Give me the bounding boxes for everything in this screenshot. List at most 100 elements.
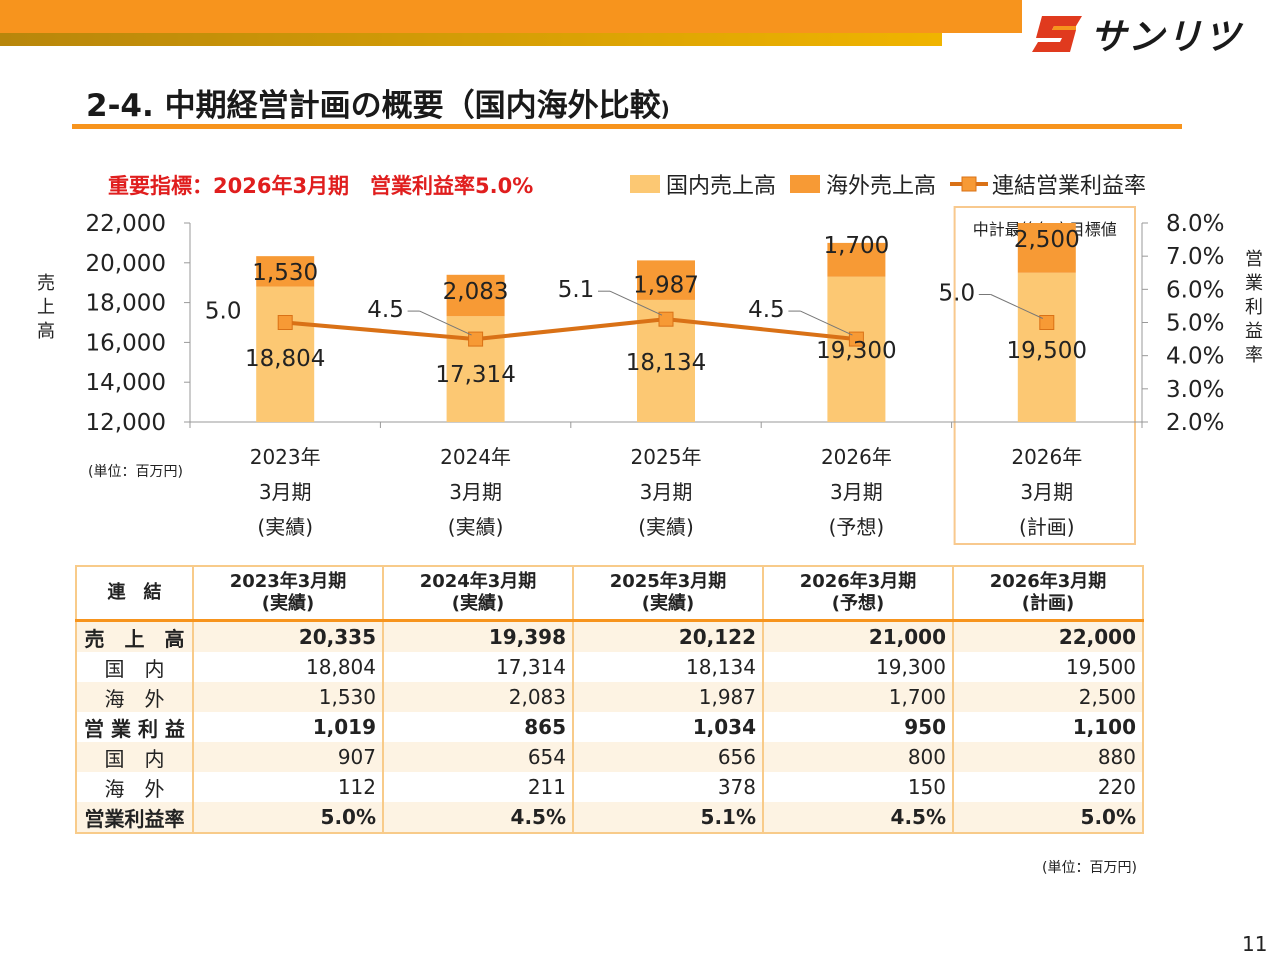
data-label-domestic: 17,314 bbox=[435, 362, 515, 388]
legend-overseas-swatch bbox=[790, 175, 821, 193]
header-accent-bar bbox=[0, 0, 1022, 33]
table-cell: 656 bbox=[572, 742, 764, 772]
data-label-overseas: 1,530 bbox=[252, 260, 318, 286]
table-cell: 22,000 bbox=[952, 619, 1144, 652]
logo-text: サンリツ bbox=[1090, 17, 1243, 58]
x-category-label: 3月期 bbox=[259, 480, 312, 504]
table-cell: 4.5% bbox=[762, 802, 954, 834]
data-label-domestic: 18,804 bbox=[245, 346, 325, 372]
table-cell: 2,500 bbox=[952, 682, 1144, 712]
table-header-row: 連 結 2023年3月期 (実績) 2024年3月期 (実績) 2025年3月期 (実… bbox=[75, 565, 1144, 622]
table-unit-note: (単位：百万円) bbox=[1042, 860, 1137, 876]
x-category-label: 2026年 bbox=[1011, 445, 1082, 469]
table-cell: 800 bbox=[762, 742, 954, 772]
x-category-label: 3月期 bbox=[449, 480, 502, 504]
x-category-label: 3月期 bbox=[640, 480, 693, 504]
page-title-text: 2-4. 中期経営計画の概要（国内海外比較 bbox=[86, 88, 661, 124]
table-cell: 19,398 bbox=[382, 619, 574, 652]
legend-domestic-swatch bbox=[630, 175, 660, 193]
page-title: 2-4. 中期経営計画の概要（国内海外比較) bbox=[86, 80, 670, 125]
bar-domestic bbox=[827, 276, 886, 422]
leader-line bbox=[800, 310, 853, 336]
bar-domestic bbox=[256, 286, 315, 422]
margin-point bbox=[848, 331, 864, 347]
table-cell: 1,530 bbox=[192, 682, 384, 712]
table-cell: 1,700 bbox=[762, 682, 954, 712]
x-category-label: 2025年 bbox=[631, 445, 702, 469]
table-cell: 20,122 bbox=[572, 619, 764, 652]
legend-margin: 連結営業利益率 bbox=[950, 168, 1146, 200]
y-right-tick-label: 8.0% bbox=[1166, 211, 1224, 237]
bar-overseas bbox=[256, 256, 315, 287]
legend-overseas-label: 海外売上高 bbox=[826, 174, 937, 199]
company-logo: サンリツ bbox=[1032, 8, 1262, 60]
data-label-domestic: 19,300 bbox=[816, 338, 896, 364]
table-col-header: 2026年3月期 (計画) bbox=[952, 565, 1144, 622]
table-col-header: 2025年3月期 (実績) bbox=[572, 565, 764, 622]
table-cell: 150 bbox=[762, 772, 954, 802]
title-underline bbox=[72, 124, 1182, 129]
table-cell: 20,335 bbox=[192, 619, 384, 652]
row-label: 海 外 bbox=[75, 772, 194, 802]
table-cell: 1,034 bbox=[572, 712, 764, 742]
table-cell: 19,300 bbox=[762, 652, 954, 682]
bar-overseas bbox=[1017, 223, 1076, 273]
x-category-label: (実績) bbox=[257, 515, 313, 539]
target-highlight-box bbox=[953, 206, 1136, 545]
x-category-label: (計画) bbox=[1019, 515, 1075, 539]
row-label: 営 業 利 益 bbox=[75, 712, 194, 742]
row-label: 営業利益率 bbox=[75, 802, 194, 834]
data-label-margin: 4.5 bbox=[748, 297, 785, 323]
y-left-tick-label: 18,000 bbox=[86, 291, 166, 317]
legend-domestic-label: 国内売上高 bbox=[666, 174, 777, 199]
table-cell: 865 bbox=[382, 712, 574, 742]
table-row: 国 内 18,804 17,314 18,134 19,300 19,500 bbox=[75, 652, 1144, 682]
table-cell: 4.5% bbox=[382, 802, 574, 834]
legend-margin-label: 連結営業利益率 bbox=[992, 174, 1147, 199]
data-label-overseas: 2,083 bbox=[443, 279, 509, 305]
row-label: 売 上 高 bbox=[75, 619, 194, 652]
table-cell: 18,134 bbox=[572, 652, 764, 682]
legend-margin-swatch bbox=[950, 176, 989, 192]
y-right-tick-label: 7.0% bbox=[1166, 244, 1224, 270]
x-category-label: (実績) bbox=[448, 515, 504, 539]
bar-overseas bbox=[827, 242, 886, 277]
table-row: 国 内 907 654 656 800 880 bbox=[75, 742, 1144, 772]
margin-point bbox=[658, 311, 674, 327]
col-header-status: (予想) bbox=[831, 593, 885, 614]
right-axis-title: 営業利益率 bbox=[1245, 249, 1263, 366]
y-right-tick-label: 2.0% bbox=[1166, 410, 1224, 436]
table-col-header: 2026年3月期 (予想) bbox=[762, 565, 954, 622]
data-label-margin: 4.5 bbox=[367, 297, 404, 323]
chart-unit-note: (単位：百万円) bbox=[88, 464, 183, 480]
sales-margin-chart: 中計最終年度目標値12,00014,00016,00018,00020,0002… bbox=[86, 206, 1224, 545]
table-cell: 378 bbox=[572, 772, 764, 802]
y-left-tick-label: 12,000 bbox=[86, 410, 166, 436]
data-label-overseas: 2,500 bbox=[1014, 227, 1080, 253]
row-label: 海 外 bbox=[75, 682, 194, 712]
y-right-tick-label: 6.0% bbox=[1166, 277, 1224, 303]
table-row: 売 上 高 20,335 19,398 20,122 21,000 22,000 bbox=[75, 619, 1144, 652]
page-title-suffix: ) bbox=[660, 97, 670, 121]
table-cell: 907 bbox=[192, 742, 384, 772]
left-axis-title: 売上高 bbox=[37, 273, 55, 342]
table-cell: 5.0% bbox=[192, 802, 384, 834]
table-row: 海 外 1,530 2,083 1,987 1,700 2,500 bbox=[75, 682, 1144, 712]
x-category-label: 2026年 bbox=[821, 445, 892, 469]
table-cell: 5.0% bbox=[952, 802, 1144, 834]
table-cell: 1,987 bbox=[572, 682, 764, 712]
col-header-status: (実績) bbox=[641, 593, 695, 614]
table-corner-header: 連 結 bbox=[75, 565, 194, 622]
page-number: 11 bbox=[1242, 932, 1268, 956]
data-label-margin: 5.0 bbox=[939, 281, 976, 307]
x-category-label: 2023年 bbox=[250, 445, 321, 469]
table-cell: 112 bbox=[192, 772, 384, 802]
col-header-status: (計画) bbox=[1021, 593, 1075, 614]
data-label-overseas: 1,987 bbox=[633, 272, 699, 298]
table-cell: 19,500 bbox=[952, 652, 1144, 682]
table-row: 海 外 112 211 378 150 220 bbox=[75, 772, 1144, 802]
legend-domestic: 国内売上高 bbox=[630, 168, 776, 200]
data-label-margin: 5.1 bbox=[558, 277, 595, 303]
chart-legend: 国内売上高 海外売上高 連結営業利益率 bbox=[630, 168, 1160, 200]
col-header-period: 2023年3月期 bbox=[229, 571, 347, 592]
